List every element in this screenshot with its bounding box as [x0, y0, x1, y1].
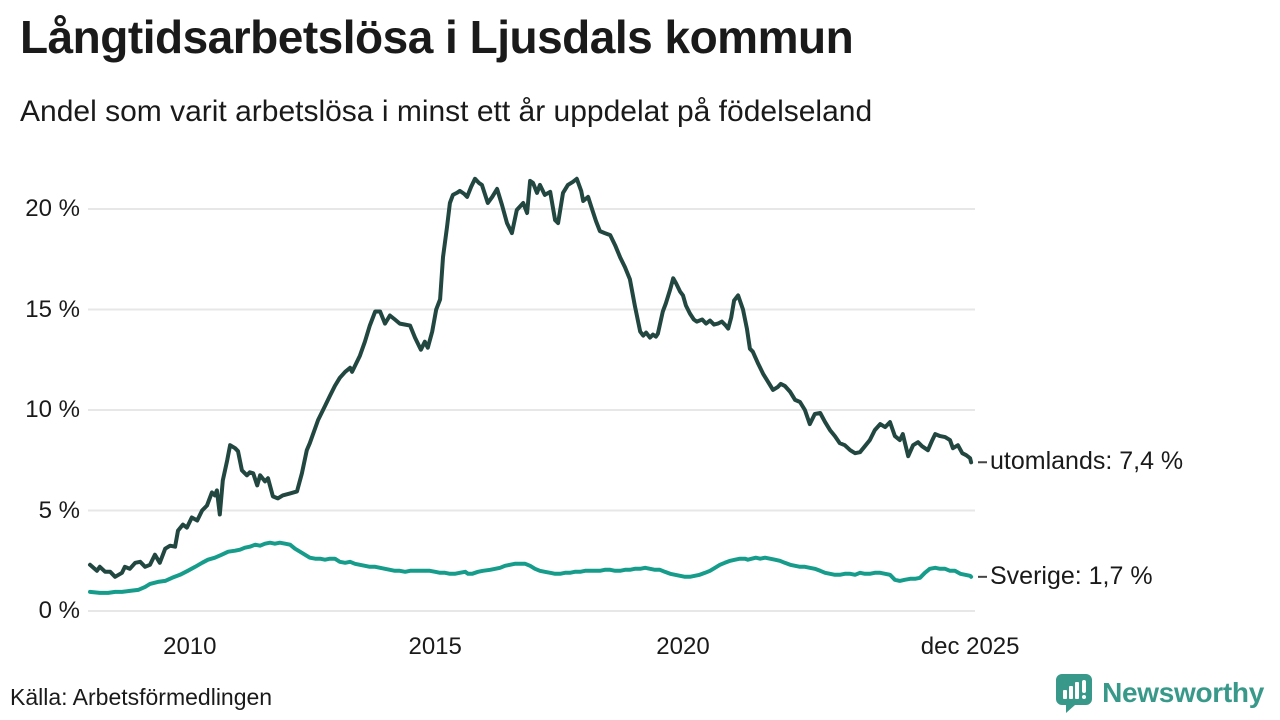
- y-tick-label: 15 %: [25, 295, 80, 323]
- newsworthy-icon: [1056, 674, 1093, 713]
- y-tick-label: 10 %: [25, 396, 80, 423]
- y-tick-label: 0 %: [38, 597, 80, 624]
- source-note: Källa: Arbetsförmedlingen: [10, 684, 273, 710]
- page-title: Långtidsarbetslösa i Ljusdals kommun: [20, 11, 854, 63]
- x-tick-label: 2010: [163, 633, 217, 660]
- y-tick-label: 5 %: [38, 496, 80, 524]
- x-tick-label: dec 2025: [920, 633, 1020, 660]
- brand-logo: Newsworthy: [1055, 673, 1264, 713]
- x-tick-label: 2015: [408, 633, 462, 660]
- series-label-sverige: Sverige: 1,7 %: [990, 561, 1153, 590]
- page-subtitle: Andel som varit arbetslösa i minst ett å…: [20, 95, 873, 128]
- y-tick-label: 20 %: [25, 195, 80, 222]
- brand-name: Newsworthy: [1102, 677, 1264, 708]
- series-label-utomlands: utomlands: 7,4 %: [990, 447, 1184, 476]
- x-tick-label: 2020: [656, 633, 710, 660]
- utomlands-line: [88, 176, 974, 579]
- sverige-line: [88, 540, 974, 595]
